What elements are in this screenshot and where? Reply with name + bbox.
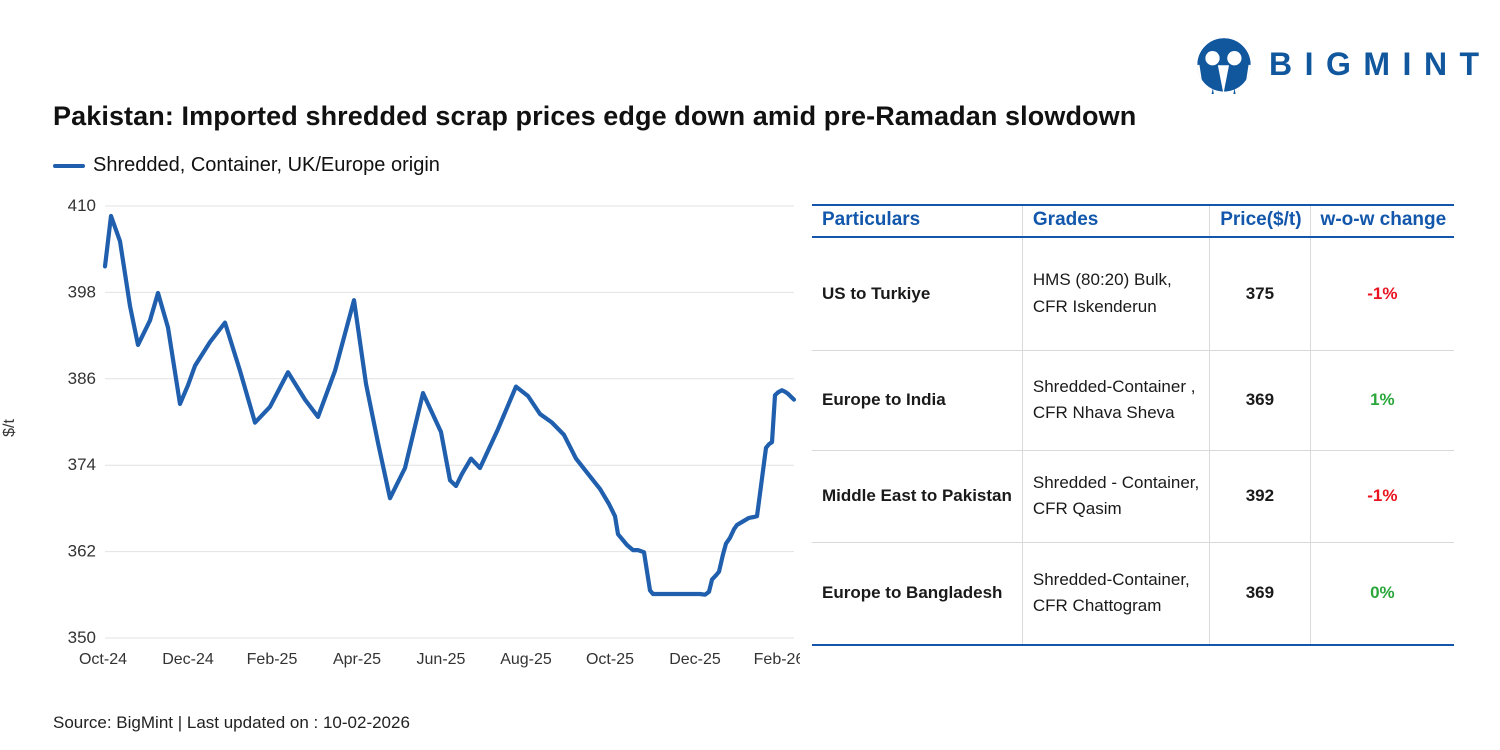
svg-text:Dec-24: Dec-24 xyxy=(162,651,214,668)
svg-text:Feb-25: Feb-25 xyxy=(247,651,298,668)
svg-text:Aug-25: Aug-25 xyxy=(500,651,552,668)
svg-text:Oct-24: Oct-24 xyxy=(79,651,127,668)
svg-text:410: 410 xyxy=(68,198,96,215)
svg-text:Feb-26: Feb-26 xyxy=(754,651,800,668)
svg-text:398: 398 xyxy=(68,282,96,301)
svg-text:374: 374 xyxy=(68,455,96,474)
svg-text:386: 386 xyxy=(68,369,96,388)
svg-text:$/t: $/t xyxy=(1,419,18,437)
svg-text:Jun-25: Jun-25 xyxy=(417,651,466,668)
svg-text:BIGMINT: BIGMINT xyxy=(1269,49,1492,82)
svg-text:350: 350 xyxy=(68,628,96,647)
svg-text:Apr-25: Apr-25 xyxy=(333,651,381,668)
svg-text:362: 362 xyxy=(68,542,96,561)
svg-text:Dec-25: Dec-25 xyxy=(669,651,721,668)
svg-text:Oct-25: Oct-25 xyxy=(586,651,634,668)
